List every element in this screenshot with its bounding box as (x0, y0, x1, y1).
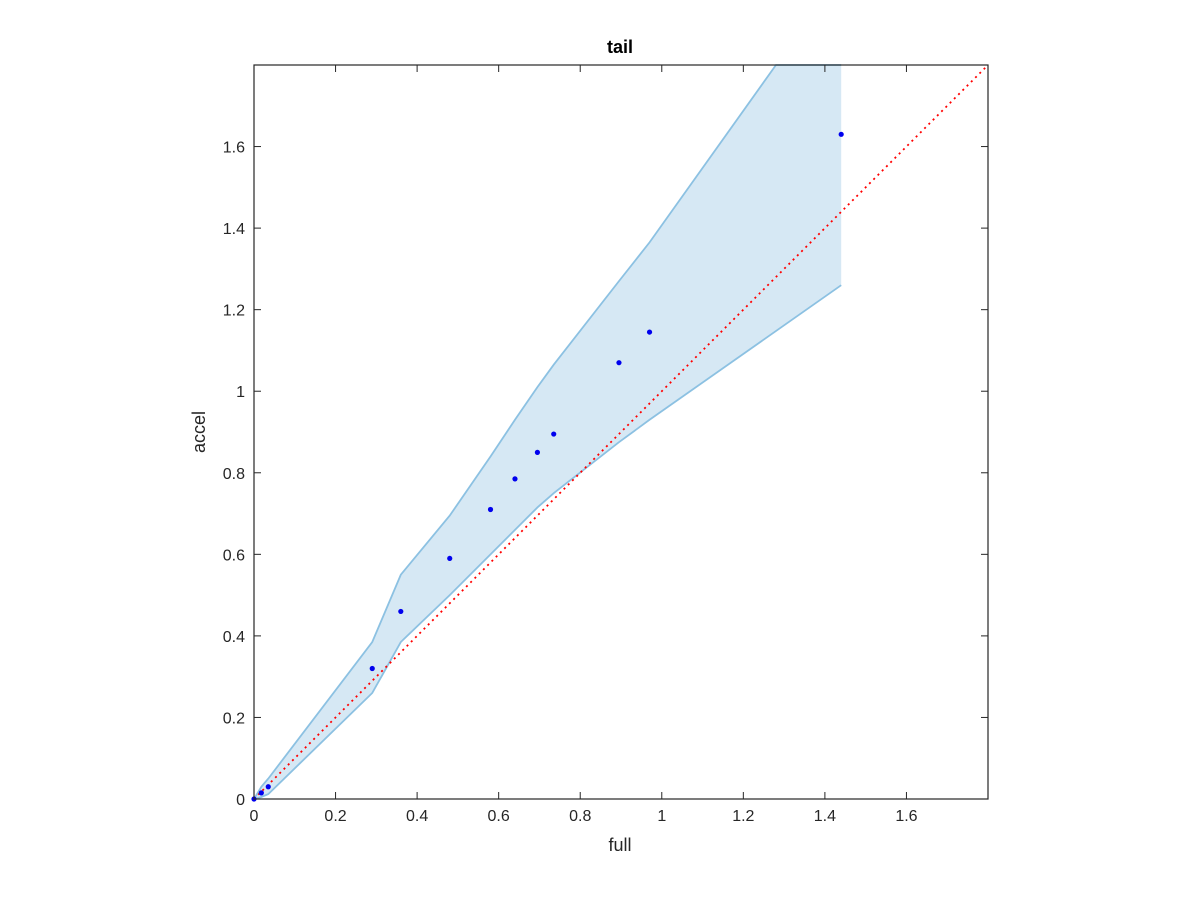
confidence-band (254, 65, 842, 799)
data-point (447, 555, 453, 562)
y-tick-label: 0.2 (223, 710, 245, 727)
x-tick-label: 0 (250, 808, 259, 825)
y-tick-label: 1.4 (223, 221, 245, 238)
x-tick-label: 1.6 (895, 808, 917, 825)
data-point (512, 476, 518, 482)
data-point (534, 449, 541, 455)
data-point (838, 131, 844, 137)
x-tick-label: 1.2 (732, 808, 754, 825)
x-tick-label: 0.4 (406, 808, 428, 825)
data-point (646, 329, 653, 335)
chart-title: tail (607, 37, 633, 57)
band-lower-line (253, 284, 842, 800)
y-tick-label: 0 (236, 792, 245, 809)
data-point (487, 506, 494, 513)
data-point (258, 790, 264, 796)
axes-box (253, 64, 989, 800)
y-tick-label: 1.6 (223, 140, 245, 157)
x-tick-label: 1.4 (814, 808, 836, 825)
data-point (369, 665, 375, 672)
y-tick-label: 1 (236, 384, 245, 401)
x-tick-label: 1 (657, 808, 666, 825)
y-tick-label: 0.4 (223, 629, 245, 646)
band-upper-line (253, 64, 842, 800)
reference-line (253, 64, 989, 800)
x-tick-label: 0.6 (488, 808, 510, 825)
x-axis-label: full (608, 835, 631, 855)
plot-area (251, 64, 989, 802)
x-tick-label: 0.8 (569, 808, 591, 825)
x-tick-label: 0.2 (324, 808, 346, 825)
data-point (398, 608, 404, 615)
data-point (551, 431, 557, 437)
data-point (265, 784, 271, 790)
y-tick-label: 0.6 (223, 547, 245, 564)
y-axis-label: accel (189, 411, 209, 453)
data-point (616, 360, 622, 366)
y-tick-label: 0.8 (223, 466, 245, 483)
y-tick-label: 1.2 (223, 303, 245, 320)
axes: 0 0.2 0.4 0.6 0.8 1 1.2 1.4 1.6 0 0.2 0.4 0.6 0.8 1 1.2… (223, 64, 989, 825)
